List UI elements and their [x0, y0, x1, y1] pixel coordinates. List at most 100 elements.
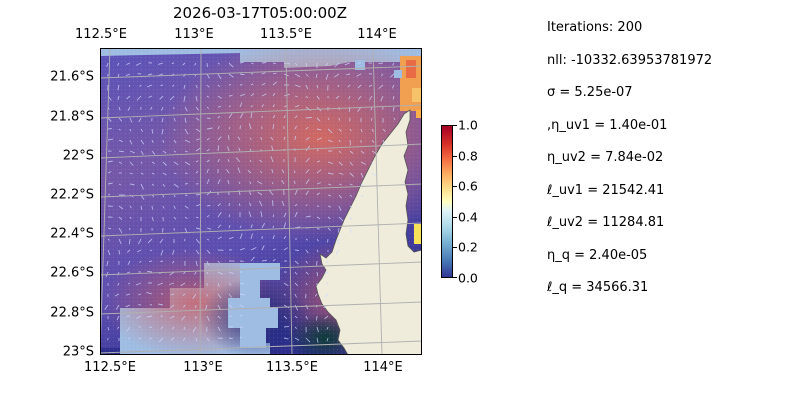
current-vector: [349, 194, 353, 198]
current-vector: [272, 235, 275, 240]
stat-sigma: σ = 5.25e-07: [547, 85, 633, 100]
map-plot: [100, 48, 422, 355]
current-vector: [127, 260, 131, 266]
current-vector: [206, 214, 210, 218]
current-vector: [250, 233, 253, 240]
current-vector: [228, 73, 234, 78]
current-vector: [169, 271, 175, 276]
current-vector: [169, 95, 175, 101]
current-vector: [107, 227, 112, 230]
current-vector: [107, 326, 110, 331]
y-tick-3: 22°S: [62, 148, 94, 164]
current-vector: [294, 189, 298, 196]
current-vector: [118, 150, 125, 153]
current-vector: [217, 158, 220, 163]
current-vector: [206, 337, 210, 341]
map-gridlines: [100, 48, 422, 355]
current-vector: [305, 190, 309, 196]
stat-eta-uv2: η_uv2 = 7.84e-02: [547, 150, 664, 165]
current-vector: [206, 148, 210, 152]
current-vector: [337, 84, 340, 88]
current-vector: [151, 183, 155, 186]
current-vector: [135, 282, 142, 286]
current-vector: [104, 304, 109, 310]
current-vector: [126, 95, 131, 100]
current-vector: [173, 172, 177, 175]
current-vector: [195, 170, 199, 174]
current-vector: [227, 179, 230, 185]
current-vector: [327, 161, 333, 165]
current-vector: [125, 304, 131, 308]
current-vector: [272, 248, 276, 251]
current-vector: [107, 160, 113, 163]
current-vector: [314, 293, 318, 297]
current-vector: [192, 293, 197, 299]
current-vector: [349, 139, 351, 146]
current-vector: [184, 128, 189, 135]
current-vector: [294, 115, 298, 119]
current-vector: [327, 205, 332, 208]
current-vector: [118, 216, 123, 221]
current-vector: [257, 191, 263, 196]
current-vector: [172, 84, 175, 87]
current-vector: [360, 150, 365, 154]
current-vector: [258, 200, 263, 207]
current-vector: [239, 336, 243, 339]
current-vector: [148, 337, 153, 340]
plot-frame: [100, 48, 422, 355]
current-vector: [172, 249, 175, 255]
current-vector: [139, 260, 142, 263]
current-vector: [238, 190, 241, 196]
current-vector: [140, 205, 143, 210]
current-vector: [173, 161, 179, 166]
current-vector: [228, 214, 231, 218]
current-vector: [195, 249, 200, 255]
current-vector: [249, 148, 252, 152]
stat-iterations: Iterations: 200: [547, 20, 643, 35]
current-vector: [205, 304, 208, 310]
current-vector: [360, 194, 364, 198]
current-vector: [247, 170, 252, 174]
current-vector: [151, 172, 155, 175]
current-vector: [160, 84, 164, 87]
current-vector: [327, 139, 333, 143]
current-vector: [193, 282, 197, 286]
current-vector: [316, 137, 322, 141]
current-vector: [118, 183, 122, 186]
current-vector: [239, 282, 245, 285]
current-vector: [151, 128, 154, 134]
current-vector: [184, 106, 188, 112]
current-vector: [239, 102, 243, 108]
current-vector: [129, 139, 133, 145]
current-vector: [305, 95, 309, 99]
current-vector: [184, 216, 188, 220]
current-vector: [140, 139, 145, 145]
current-vector: [160, 326, 164, 330]
colorbar-tick-5: 0.2: [458, 239, 478, 255]
current-vector: [316, 182, 321, 185]
current-vector: [206, 106, 210, 109]
current-vector: [118, 106, 121, 111]
current-vector: [272, 225, 274, 229]
current-vector: [107, 170, 112, 174]
current-vector: [206, 204, 211, 207]
current-vector: [270, 136, 274, 141]
current-vector: [162, 139, 165, 144]
current-vector: [316, 149, 319, 152]
current-vector: [357, 84, 362, 89]
current-vector: [125, 73, 131, 77]
y-tick-7: 22.8°S: [50, 305, 94, 321]
current-vector: [370, 117, 373, 121]
current-vector: [283, 62, 290, 65]
current-vector: [161, 128, 164, 135]
current-vector: [128, 84, 131, 88]
current-vector: [161, 117, 164, 123]
current-vector: [140, 183, 144, 190]
current-vector: [294, 315, 298, 319]
current-vector: [184, 150, 188, 153]
current-vector: [151, 150, 156, 155]
current-vector: [140, 150, 144, 155]
current-vector: [261, 72, 266, 75]
current-vector: [125, 293, 131, 296]
current-vector: [281, 200, 285, 207]
